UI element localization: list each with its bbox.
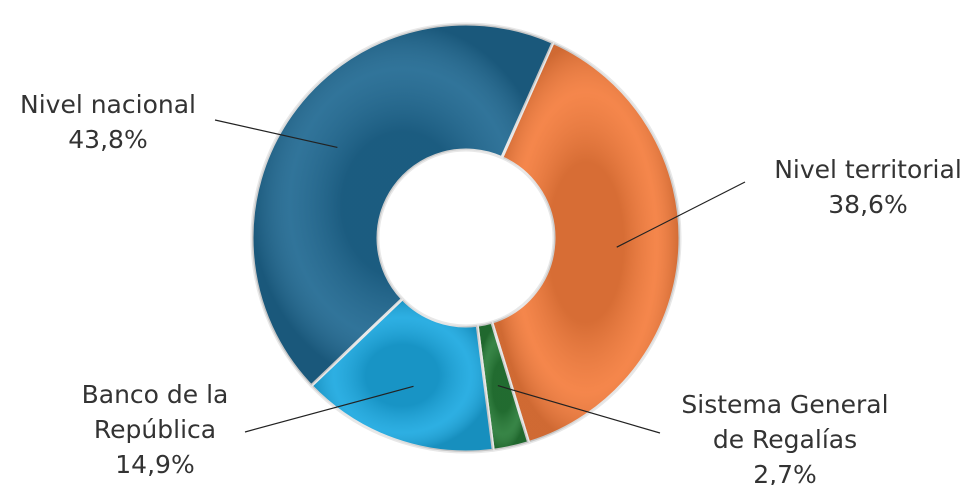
category-label: Nivel nacional [20, 90, 196, 119]
value-label: 2,7% [753, 460, 817, 485]
segment-shade [252, 23, 554, 386]
data-label: Sistema General de Regalías 2,7% [665, 387, 905, 485]
segment-shade [311, 298, 494, 453]
leader-line [497, 385, 661, 434]
category-label: Banco de la República [81, 380, 229, 444]
data-label: Nivel territorial 38,6% [758, 152, 978, 222]
value-label: 38,6% [828, 190, 908, 219]
segment-shade [491, 42, 680, 443]
value-label: 43,8% [68, 125, 148, 154]
data-label: Banco de la República 14,9% [60, 377, 250, 482]
category-label: Sistema General de Regalías [681, 390, 889, 454]
leader-line [214, 119, 338, 149]
leader-line [244, 385, 414, 433]
data-label: Nivel nacional 43,8% [0, 87, 228, 157]
value-label: 14,9% [115, 450, 195, 479]
category-label: Nivel territorial [774, 155, 962, 184]
leader-line [616, 181, 746, 248]
